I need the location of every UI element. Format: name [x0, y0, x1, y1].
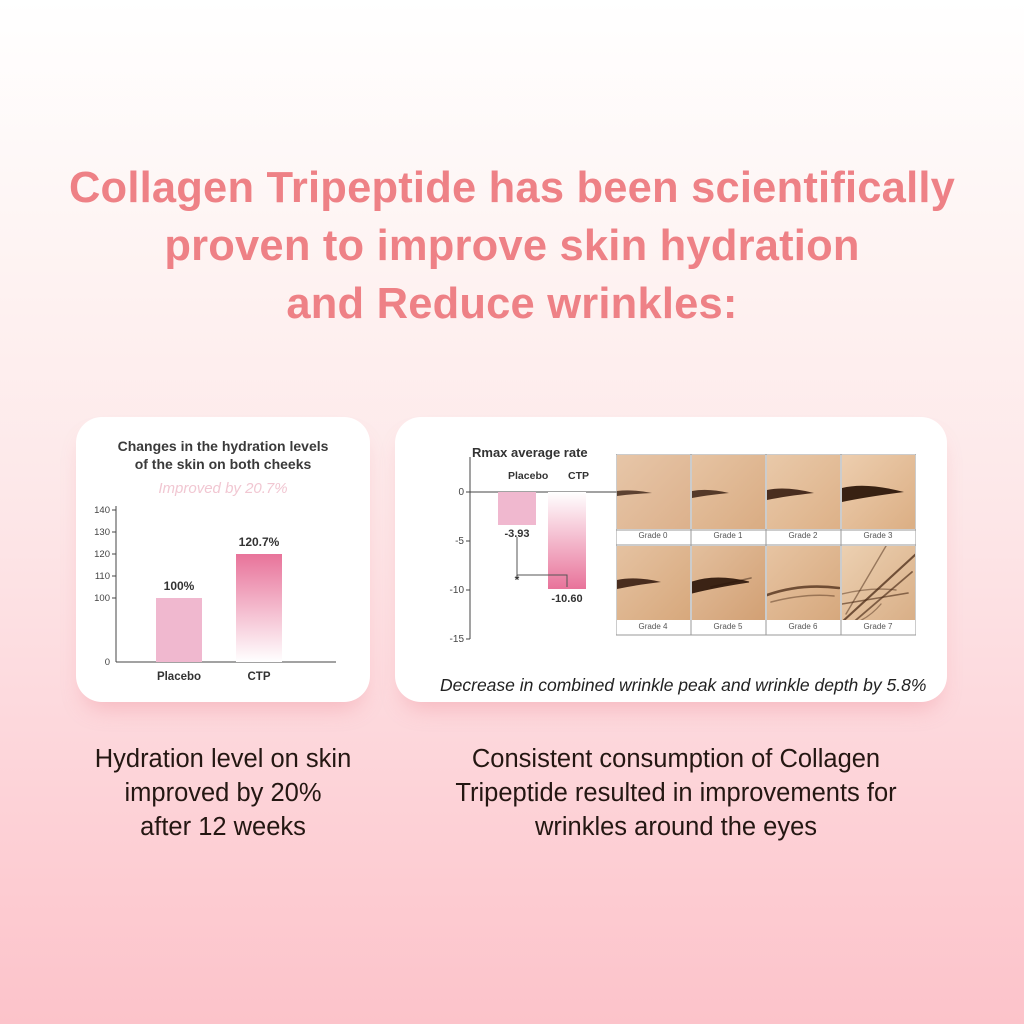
- svg-text:120.7%: 120.7%: [239, 535, 280, 549]
- svg-text:130: 130: [94, 527, 110, 538]
- svg-text:Grade 2: Grade 2: [789, 531, 818, 540]
- svg-text:Grade 7: Grade 7: [864, 622, 893, 631]
- svg-text:Placebo: Placebo: [508, 470, 548, 482]
- svg-text:Placebo: Placebo: [157, 671, 201, 683]
- svg-text:-10: -10: [450, 585, 465, 596]
- svg-text:Grade 6: Grade 6: [789, 622, 818, 631]
- svg-text:-5: -5: [455, 536, 464, 547]
- svg-text:120: 120: [94, 549, 110, 560]
- svg-text:Grade 5: Grade 5: [714, 622, 743, 631]
- svg-text:140: 140: [94, 505, 110, 516]
- svg-text:CTP: CTP: [248, 671, 271, 683]
- svg-text:Rmax average rate: Rmax average rate: [472, 445, 588, 460]
- svg-text:110: 110: [95, 571, 110, 582]
- svg-text:Grade 0: Grade 0: [639, 531, 668, 540]
- svg-text:0: 0: [105, 657, 110, 668]
- svg-text:100%: 100%: [164, 579, 195, 593]
- svg-text:Grade 3: Grade 3: [864, 531, 893, 540]
- svg-text:100: 100: [94, 593, 110, 604]
- svg-text:Grade 4: Grade 4: [639, 622, 668, 631]
- svg-text:*: *: [515, 573, 520, 587]
- svg-text:-10.60: -10.60: [551, 593, 582, 605]
- svg-text:0: 0: [458, 487, 464, 498]
- svg-text:Grade 1: Grade 1: [714, 531, 743, 540]
- svg-text:-15: -15: [450, 634, 465, 645]
- svg-text:CTP: CTP: [568, 470, 589, 482]
